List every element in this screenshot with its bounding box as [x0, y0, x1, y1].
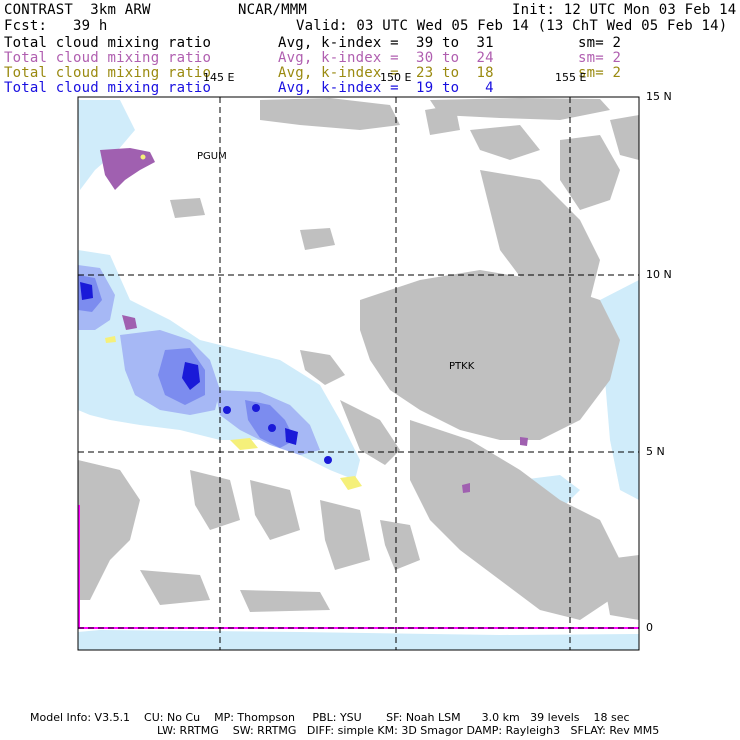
lon-label-155: 155 E: [555, 71, 587, 84]
field-range-1: Avg, k-index = 39 to 31: [278, 35, 494, 51]
field-name-4: Total cloud mixing ratio: [4, 80, 212, 96]
field-range-4: Avg, k-index = 19 to 4: [278, 80, 494, 96]
model-info-line-2: LW: RRTMG SW: RRTMG DIFF: simple KM: 3D …: [157, 724, 660, 737]
field-name-1: Total cloud mixing ratio: [4, 35, 212, 51]
yellow-cloud-layer: [105, 336, 362, 490]
station-pgum: PGUM: [197, 151, 227, 162]
blue-cloud-layer: [78, 265, 332, 464]
gray-cloud-layer: [78, 98, 639, 620]
field-range-3: Avg, k-index = 23 to 18: [278, 65, 494, 81]
lat-label-15n: 15 N: [646, 90, 672, 103]
lat-label-5n: 5 N: [646, 445, 665, 458]
model-info-line-1: Model Info: V3.5.1 CU: No Cu MP: Thompso…: [30, 711, 630, 724]
field-range-2: Avg, k-index = 30 to 24: [278, 50, 494, 66]
field-sm-2: sm= 2: [578, 50, 622, 66]
center-name: NCAR/MMM: [238, 2, 308, 18]
field-sm-1: sm= 2: [578, 35, 622, 51]
forecast-hour: Fcst: 39 h: [4, 18, 108, 34]
field-name-3: Total cloud mixing ratio: [4, 65, 212, 81]
field-sm-3: sm= 2: [578, 65, 622, 81]
lat-label-10n: 10 N: [646, 268, 672, 281]
field-name-2: Total cloud mixing ratio: [4, 50, 212, 66]
lon-label-150: 150 E: [380, 71, 412, 84]
lat-label-0: 0: [646, 621, 653, 634]
lon-label-145: 145 E: [203, 71, 235, 84]
guam-marker: [139, 153, 147, 161]
station-ptkk: PTKK: [449, 361, 475, 372]
init-time: Init: 12 UTC Mon 03 Feb 14: [512, 2, 737, 18]
valid-time: Valid: 03 UTC Wed 05 Feb 14 (13 ChT Wed …: [296, 18, 728, 34]
product-title: CONTRAST 3km ARW: [4, 2, 151, 18]
map-frame: [77, 96, 640, 651]
